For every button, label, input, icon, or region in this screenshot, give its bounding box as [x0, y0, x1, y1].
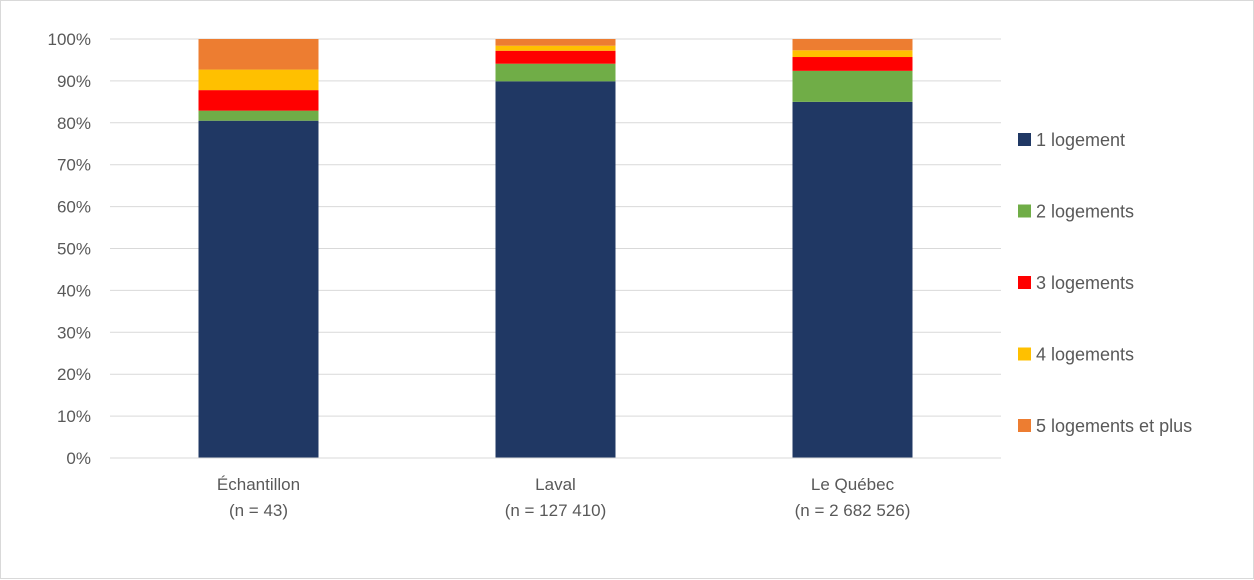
bar-segment — [495, 81, 616, 458]
category-label: (n = 127 410) — [505, 501, 607, 520]
legend-swatch — [1018, 133, 1031, 146]
y-tick-label: 80% — [57, 114, 91, 133]
y-tick-label: 10% — [57, 407, 91, 426]
bar-segment — [198, 120, 319, 458]
legend-label: 3 logements — [1036, 273, 1134, 293]
legend-label: 4 logements — [1036, 345, 1134, 365]
bar-segment — [198, 69, 319, 91]
bar-segment — [198, 90, 319, 111]
y-tick-label: 20% — [57, 365, 91, 384]
legend-label: 1 logement — [1036, 130, 1125, 150]
category-label: (n = 43) — [229, 501, 288, 520]
bar-segment — [792, 101, 913, 458]
category-label: Le Québec — [811, 475, 895, 494]
y-tick-label: 70% — [57, 156, 91, 175]
y-tick-label: 40% — [57, 281, 91, 300]
bar-segment — [792, 57, 913, 71]
bar-segment — [792, 70, 913, 102]
y-tick-label: 0% — [66, 449, 91, 468]
legend-label: 2 logements — [1036, 202, 1134, 222]
legend-swatch — [1018, 204, 1031, 218]
bar-segment — [198, 110, 319, 121]
y-tick-label: 90% — [57, 72, 91, 91]
legend-label: 5 logements et plus — [1036, 416, 1192, 436]
category-label: Laval — [535, 475, 576, 494]
category-label: Échantillon — [217, 475, 300, 494]
legend-swatch — [1018, 347, 1031, 361]
legend-swatch — [1018, 419, 1031, 432]
y-tick-label: 30% — [57, 323, 91, 342]
category-label: (n = 2 682 526) — [795, 501, 911, 520]
bar-segment — [792, 50, 913, 58]
bar-segment — [495, 63, 616, 82]
y-tick-label: 60% — [57, 198, 91, 217]
bar-segment — [198, 39, 319, 70]
bar-segment — [792, 39, 913, 51]
y-tick-label: 100% — [48, 30, 91, 49]
legend-swatch — [1018, 276, 1031, 289]
y-tick-label: 50% — [57, 240, 91, 259]
bar-segment — [495, 50, 616, 64]
bar-segment — [495, 45, 616, 51]
bar-segment — [495, 39, 616, 46]
